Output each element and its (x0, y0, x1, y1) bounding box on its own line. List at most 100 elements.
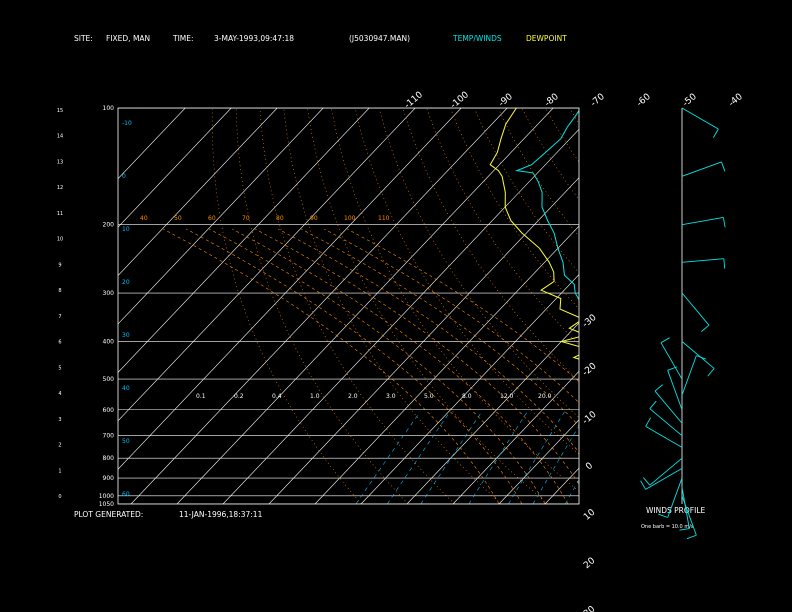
pressure-tick-label: 800 (103, 455, 115, 462)
height-tick-label: 0 (58, 494, 61, 500)
moist-adiabat (163, 228, 500, 504)
dry-adiabat-label: 90 (310, 215, 318, 222)
pressure-tick-label: 600 (103, 407, 115, 414)
theta-e-label: 30 (122, 332, 130, 339)
wind-barb-feather (643, 477, 651, 486)
pressure-tick-label: 100 (103, 105, 115, 112)
isotherm-line (118, 108, 232, 228)
wind-barb-shaft (681, 258, 724, 263)
file-id: (J5030947.MAN) (349, 34, 410, 43)
pressure-tick-label: 900 (103, 475, 115, 482)
time-value: 3-MAY-1993,09:47:18 (214, 34, 294, 43)
dry-adiabat (498, 108, 579, 237)
isotherm-line (118, 108, 278, 277)
mixing-ratio-label: 0.2 (234, 393, 244, 400)
mixing-ratio-label: 20.0 (538, 393, 552, 400)
legend-dew: DEWPOINT (526, 34, 567, 43)
dewpoint-trace (489, 108, 579, 360)
theta-e-label: 20 (122, 279, 130, 286)
wind-barb-shaft (649, 457, 683, 486)
wind-barb-feather (722, 217, 726, 228)
mixing-ratio-line (468, 411, 528, 504)
height-tick-label: 11 (57, 211, 63, 217)
wind-barb-feather (658, 513, 668, 518)
isotherm-line (118, 108, 186, 180)
height-tick-label: 5 (58, 365, 61, 371)
site-label: SITE: (74, 34, 93, 43)
wind-barb-shaft (681, 216, 724, 226)
dry-adiabat-label: 50 (174, 215, 182, 222)
mixing-ratio-label: 3.0 (386, 393, 396, 400)
wind-barb-shaft (654, 390, 683, 424)
pressure-tick-label: 400 (103, 338, 115, 345)
mixing-ratio-line (508, 411, 565, 504)
height-tick-label: 13 (57, 159, 63, 165)
temperature-trace (514, 109, 579, 301)
series-layer (489, 108, 579, 360)
generated-value: 11-JAN-1996,18:37:11 (179, 510, 263, 519)
mixing-ratio-line (532, 425, 579, 504)
height-tick-label: 8 (58, 288, 61, 294)
wind-barb-shaft (681, 107, 719, 130)
wind-barb-feather (679, 528, 690, 531)
isotherm-line (452, 370, 579, 504)
isotherm-line (118, 108, 416, 422)
wind-barb-feather (712, 128, 719, 138)
isotherm-line (118, 108, 370, 373)
wind-barb-shaft (681, 161, 722, 177)
isotherm-line (130, 108, 508, 504)
winds-profile-note: One barb = 10.0 m/s (641, 524, 694, 530)
wind-barb-shaft (681, 292, 710, 326)
wind-barb-shaft (649, 408, 683, 437)
theta-e-label: 0 (122, 173, 126, 180)
theta-e-label: 40 (122, 385, 130, 392)
mixing-ratio-line (565, 479, 579, 504)
generated-label: PLOT GENERATED: (74, 510, 143, 519)
isotherm-right-label: 30 (582, 604, 597, 612)
wind-barb-shaft (667, 477, 683, 518)
pressure-tick-label: 200 (103, 222, 115, 229)
grid-layer (118, 108, 579, 504)
theta-e-label: 60 (122, 491, 130, 498)
mixing-ratio-line (387, 411, 451, 504)
height-tick-label: 10 (57, 237, 63, 243)
wind-barb-shaft (660, 342, 683, 380)
isotherm-line (360, 274, 579, 504)
mixing-ratio-label: 8.0 (462, 393, 472, 400)
isotherm-line (118, 108, 324, 325)
moist-adiabat (186, 228, 523, 504)
wind-barb-shaft (681, 487, 690, 529)
dry-adiabat-label: 70 (242, 215, 250, 222)
wind-barb-feather (701, 324, 710, 332)
mixing-ratio-label: 0.4 (272, 393, 282, 400)
pressure-tick-label: 700 (103, 433, 115, 440)
mixing-ratio-label: 0.1 (196, 393, 206, 400)
isotherm-line (176, 108, 554, 504)
pressure-tick-label: 1050 (99, 501, 114, 508)
dry-adiabat (331, 108, 579, 492)
height-tick-label: 15 (57, 108, 63, 114)
height-tick-label: 4 (58, 391, 61, 397)
pressure-tick-label: 500 (103, 376, 115, 383)
wind-barb-feather (707, 368, 715, 377)
mixing-ratio-label: 2.0 (348, 393, 358, 400)
dry-adiabat-label: 60 (208, 215, 216, 222)
dry-adiabat (307, 108, 549, 504)
time-label: TIME: (172, 34, 194, 43)
wind-barb-feather (645, 417, 652, 427)
isotherm-line (222, 128, 579, 504)
isotherm-line (314, 225, 579, 504)
wind-barb-shaft (667, 370, 683, 410)
mixing-ratio-label: 5.0 (424, 393, 434, 400)
isotherm-right-label: 0 (584, 461, 595, 473)
height-tick-label: 9 (58, 262, 61, 268)
wind-barb-feather (640, 480, 647, 490)
dry-adiabat (450, 108, 579, 310)
wind-barb-feather (660, 337, 670, 344)
plot-frame (117, 107, 580, 505)
wind-barb-feather (723, 258, 726, 269)
mixing-ratio-label: 1.0 (310, 393, 320, 400)
isotherm-line (118, 108, 462, 470)
